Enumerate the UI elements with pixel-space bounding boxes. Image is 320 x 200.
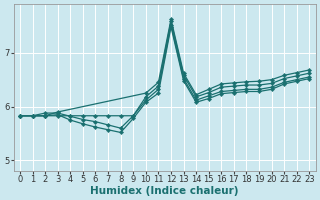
X-axis label: Humidex (Indice chaleur): Humidex (Indice chaleur) (91, 186, 239, 196)
